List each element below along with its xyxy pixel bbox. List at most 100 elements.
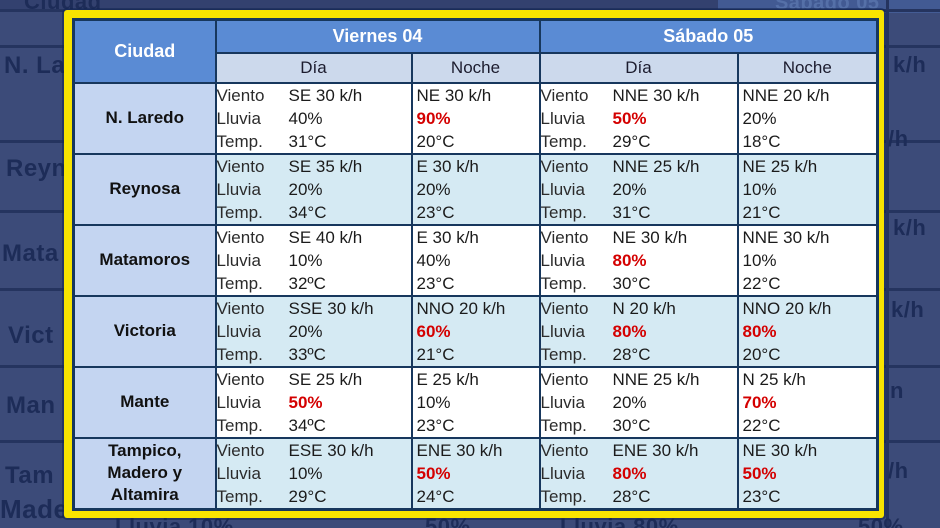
metric-label: Lluvia — [540, 179, 585, 199]
metric-label: Temp. — [540, 415, 587, 435]
table-row: Victoria Viento SSE 30 k/h Lluvia 20% Temp. 33… — [72, 294, 879, 368]
forecast-cell: Viento ESE 30 k/h Lluvia 10% Temp. 29°C — [214, 436, 413, 510]
temp-value: 33ºC — [288, 344, 326, 364]
rain-value: 20% — [612, 179, 647, 199]
rain-value: 20% — [288, 179, 323, 199]
city-name: N. Laredo — [72, 81, 217, 155]
temp-value: 22°C — [742, 273, 781, 293]
rain-value: 10% — [742, 250, 777, 270]
forecast-table: Ciudad Viernes 04 Sábado 05 Día Noche Dí… — [72, 18, 880, 511]
rain-value: 80% — [742, 321, 777, 341]
forecast-cell: Viento ENE 30 k/h Lluvia 80% Temp. 28°C — [538, 436, 739, 510]
forecast-cell: NE 25 k/h 10% 21°C — [736, 152, 879, 226]
temp-value: 34ºC — [288, 415, 326, 435]
wind-value: NE 25 k/h — [742, 156, 818, 176]
temp-value: 23°C — [742, 486, 781, 506]
metric-label: Viento — [216, 156, 265, 176]
forecast-cell: Viento SE 30 k/h Lluvia 40% Temp. 31°C — [214, 81, 413, 155]
wind-value: SSE 30 k/h — [288, 298, 374, 318]
temp-value: 32ºC — [288, 273, 326, 293]
wind-value: SE 40 k/h — [288, 227, 363, 247]
metric-label: Lluvia — [216, 108, 261, 128]
metric-label: Viento — [540, 227, 589, 247]
friday-group-header: Viernes 04 — [214, 18, 541, 54]
metric-label: Temp. — [216, 344, 263, 364]
metric-label: Temp. — [216, 415, 263, 435]
friday-night-subheader: Noche — [410, 51, 541, 84]
background-text-fragment: k/h — [893, 52, 927, 77]
background-text-fragment: /h — [888, 126, 909, 151]
wind-value: SE 30 k/h — [288, 85, 363, 105]
metric-label: Viento — [540, 440, 589, 460]
forecast-table-frame: Ciudad Viernes 04 Sábado 05 Día Noche Dí… — [64, 10, 884, 518]
rain-value: 20% — [742, 108, 777, 128]
forecast-cell: E 30 k/h 40% 23°C — [410, 223, 541, 297]
forecast-cell: Viento NNE 30 k/h Lluvia 50% Temp. 29°C — [538, 81, 739, 155]
forecast-cell: NNO 20 k/h 60% 21°C — [410, 294, 541, 368]
rain-value: 20% — [612, 392, 647, 412]
rain-value: 10% — [416, 392, 451, 412]
temp-value: 28°C — [612, 486, 651, 506]
rain-value: 70% — [742, 392, 777, 412]
metric-label: Temp. — [216, 131, 263, 151]
table-row: Tampico, Madero y Altamira Viento ESE 30 k… — [72, 436, 879, 510]
saturday-day-subheader: Día — [538, 51, 739, 84]
forecast-cell: NNE 30 k/h 10% 22°C — [736, 223, 879, 297]
wind-value: NNE 20 k/h — [742, 85, 830, 105]
background-text-fragment: Vict — [8, 322, 54, 349]
rain-value: 10% — [288, 463, 323, 483]
rain-value: 20% — [416, 179, 451, 199]
temp-value: 28°C — [612, 344, 651, 364]
metric-label: Temp. — [216, 202, 263, 222]
rain-value: 50% — [416, 463, 451, 483]
metric-label: Lluvia — [216, 179, 261, 199]
metric-label: Temp. — [216, 273, 263, 293]
temp-value: 23°C — [416, 202, 455, 222]
metric-label: Viento — [216, 298, 265, 318]
temp-value: 23°C — [416, 415, 455, 435]
background-top-strip — [0, 0, 940, 9]
rain-value: 60% — [416, 321, 451, 341]
forecast-cell: Viento SE 25 k/h Lluvia 50% Temp. 34ºC — [214, 365, 413, 439]
forecast-cell: E 30 k/h 20% 23°C — [410, 152, 541, 226]
rain-value: 20% — [288, 321, 323, 341]
city-name: Mante — [72, 365, 217, 439]
background-text-fragment: k/h — [891, 297, 925, 322]
background-column-line — [886, 0, 889, 528]
forecast-cell: NNO 20 k/h 80% 20°C — [736, 294, 879, 368]
wind-value: NE 30 k/h — [742, 440, 818, 460]
metric-label: Temp. — [216, 486, 263, 506]
temp-value: 29°C — [612, 131, 651, 151]
rain-value: 80% — [612, 321, 647, 341]
rain-value: 50% — [612, 108, 647, 128]
background-text-fragment: Reyn — [6, 155, 67, 182]
forecast-cell: ENE 30 k/h 50% 24°C — [410, 436, 541, 510]
wind-value: E 25 k/h — [416, 369, 479, 389]
wind-value: NNO 20 k/h — [416, 298, 506, 318]
metric-label: Temp. — [540, 131, 587, 151]
metric-label: Lluvia — [540, 392, 585, 412]
temp-value: 21°C — [742, 202, 781, 222]
temp-value: 30°C — [612, 273, 651, 293]
metric-label: Temp. — [540, 202, 587, 222]
forecast-cell: N 25 k/h 70% 22°C — [736, 365, 879, 439]
wind-value: SE 25 k/h — [288, 369, 363, 389]
rain-value: 40% — [416, 250, 451, 270]
wind-value: NNO 20 k/h — [742, 298, 832, 318]
background-text-fragment: Man — [6, 392, 56, 419]
forecast-cell: Viento NNE 25 k/h Lluvia 20% Temp. 30°C — [538, 365, 739, 439]
metric-label: Lluvia — [216, 463, 261, 483]
background-text-fragment: N. La — [4, 52, 66, 79]
temp-value: 30°C — [612, 415, 651, 435]
wind-value: NNE 30 k/h — [742, 227, 830, 247]
table-row: N. Laredo Viento SE 30 k/h Lluvia 40% Temp. 31… — [72, 81, 879, 155]
wind-value: NE 30 k/h — [416, 85, 492, 105]
city-name: Tampico, Madero y Altamira — [72, 436, 217, 510]
metric-label: Viento — [540, 298, 589, 318]
wind-value: ESE 30 k/h — [288, 440, 374, 460]
friday-day-subheader: Día — [214, 51, 413, 84]
background-text-fragment: k/h — [893, 215, 927, 240]
rain-value: 80% — [612, 463, 647, 483]
rain-value: 50% — [742, 463, 777, 483]
table-row: Reynosa Viento SE 35 k/h Lluvia 20% Temp. 34°C… — [72, 152, 879, 226]
